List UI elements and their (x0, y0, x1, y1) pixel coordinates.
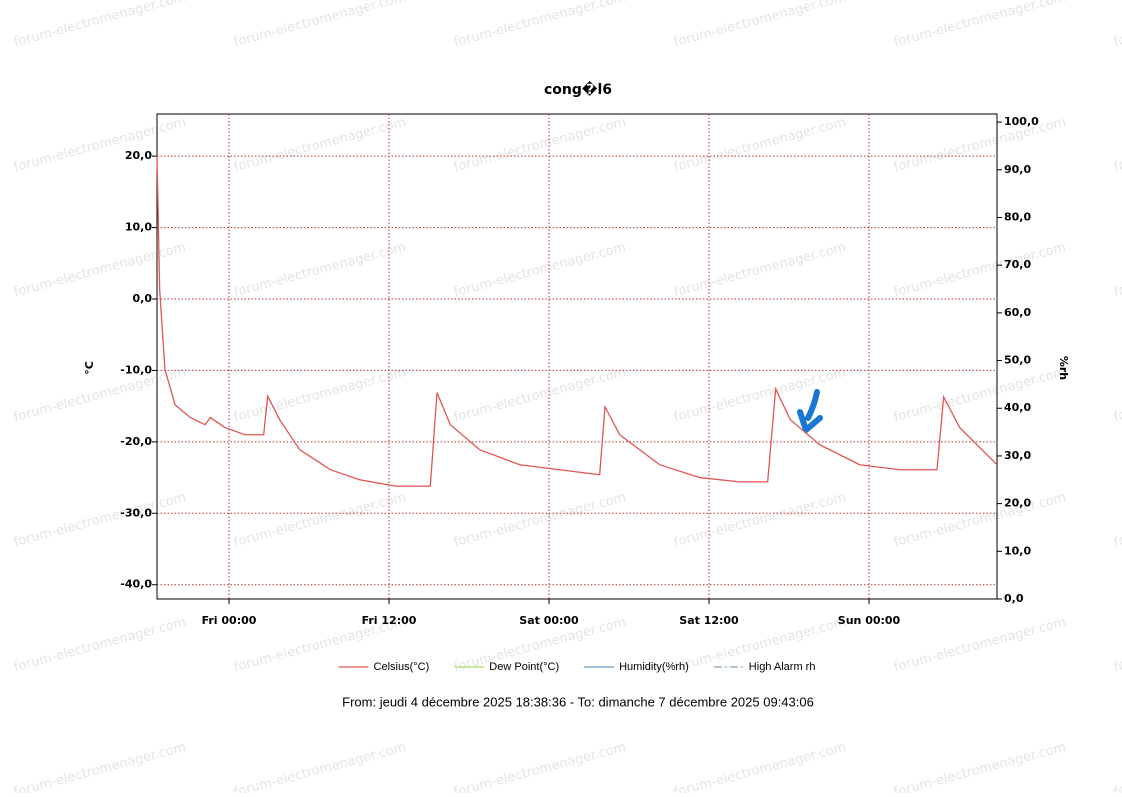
watermark: forum-electromenager.com (892, 740, 1067, 793)
y2-tick-label: 80,0 (1004, 210, 1031, 223)
watermark: forum-electromenager.com (232, 0, 407, 50)
arrow-annotation (797, 389, 823, 433)
watermark: forum-electromenager.com (12, 115, 187, 175)
y2-tick-label: 10,0 (1004, 544, 1031, 557)
y2-tick-label: 0,0 (1004, 592, 1024, 605)
series-line (156, 156, 998, 487)
x-tick-label: Fri 00:00 (202, 614, 257, 627)
watermark: forum-electromenager.com (12, 490, 187, 550)
watermark: forum-electromenager.com (232, 365, 407, 425)
watermark: forum-electromenager.com (1112, 490, 1122, 550)
watermark: forum-electromenager.com (12, 615, 187, 675)
x-tick-label: Sat 12:00 (679, 614, 739, 627)
watermark: forum-electromenager.com (12, 240, 187, 300)
watermark: forum-electromenager.com (12, 0, 187, 50)
y2-tick-label: 30,0 (1004, 449, 1031, 462)
watermark: forum-electromenager.com (892, 240, 1067, 300)
watermark: forum-electromenager.com (452, 240, 627, 300)
watermark: forum-electromenager.com (892, 365, 1067, 425)
watermark: forum-electromenager.com (1112, 740, 1122, 793)
y2-tick-label: 40,0 (1004, 401, 1031, 414)
y-tick-label: -40,0 (120, 578, 152, 591)
chart-title: cong�l6 (544, 81, 612, 98)
legend-label: Humidity(%rh) (619, 661, 689, 673)
legend: Celsius(°C) Dew Point(°C) Humidity(%rh) Hig… (338, 661, 816, 673)
y2-tick-label: 60,0 (1004, 306, 1031, 319)
y-tick-label: -30,0 (120, 506, 152, 519)
y2-tick-label: 20,0 (1004, 497, 1031, 510)
watermark: forum-electromenager.com (232, 115, 407, 175)
watermark: forum-electromenager.com (232, 740, 407, 793)
watermark: forum-electromenager.com (672, 240, 847, 300)
watermark: forum-electromenager.com (452, 115, 627, 175)
watermark: forum-electromenager.com (452, 365, 627, 425)
legend-label: Celsius(°C) (374, 661, 430, 673)
plot-frame (156, 113, 998, 600)
watermark: forum-electromenager.com (232, 490, 407, 550)
watermark: forum-electromenager.com (1112, 0, 1122, 50)
watermark: forum-electromenager.com (892, 115, 1067, 175)
y-tick-label: 10,0 (125, 221, 152, 234)
y-tick-label: 0,0 (133, 292, 153, 305)
watermark: forum-electromenager.com (672, 490, 847, 550)
watermark: forum-electromenager.com (452, 0, 627, 50)
x-tick-label: Sun 00:00 (838, 614, 901, 627)
y2-tick-label: 100,0 (1004, 115, 1039, 128)
x-tick-label: Sat 00:00 (519, 614, 579, 627)
watermark: forum-electromenager.com (892, 0, 1067, 50)
watermark: forum-electromenager.com (672, 740, 847, 793)
watermark: forum-electromenager.com (12, 740, 187, 793)
y2-tick-label: 70,0 (1004, 258, 1031, 271)
x-tick-label: Fri 12:00 (362, 614, 417, 627)
watermark: forum-electromenager.com (1112, 365, 1122, 425)
y-tick-label: -10,0 (120, 363, 152, 376)
y2-tick-label: 90,0 (1004, 163, 1031, 176)
watermark: forum-electromenager.com (232, 240, 407, 300)
y-axis-label: °C (83, 361, 96, 375)
legend-label: Dew Point(°C) (489, 661, 559, 673)
y2-tick-label: 50,0 (1004, 354, 1031, 367)
y-tick-label: -20,0 (120, 435, 152, 448)
watermark: forum-electromenager.com (672, 115, 847, 175)
watermark: forum-electromenager.com (1112, 615, 1122, 675)
y2-axis-label: %rh (1057, 356, 1070, 380)
watermark: forum-electromenager.com (1112, 115, 1122, 175)
y-tick-label: 20,0 (125, 149, 152, 162)
watermark: forum-electromenager.com (672, 0, 847, 50)
watermark: forum-electromenager.com (892, 490, 1067, 550)
watermark: forum-electromenager.com (1112, 240, 1122, 300)
watermark: forum-electromenager.com (452, 740, 627, 793)
watermark: forum-electromenager.com (452, 490, 627, 550)
footer: From: jeudi 4 décembre 2025 18:38:36 - T… (342, 694, 814, 709)
watermark: forum-electromenager.com (892, 615, 1067, 675)
watermark: forum-electromenager.com (12, 365, 187, 425)
legend-label: High Alarm rh (749, 661, 816, 673)
watermarks: forum-electromenager.com forum-electromen… (12, 0, 1122, 797)
